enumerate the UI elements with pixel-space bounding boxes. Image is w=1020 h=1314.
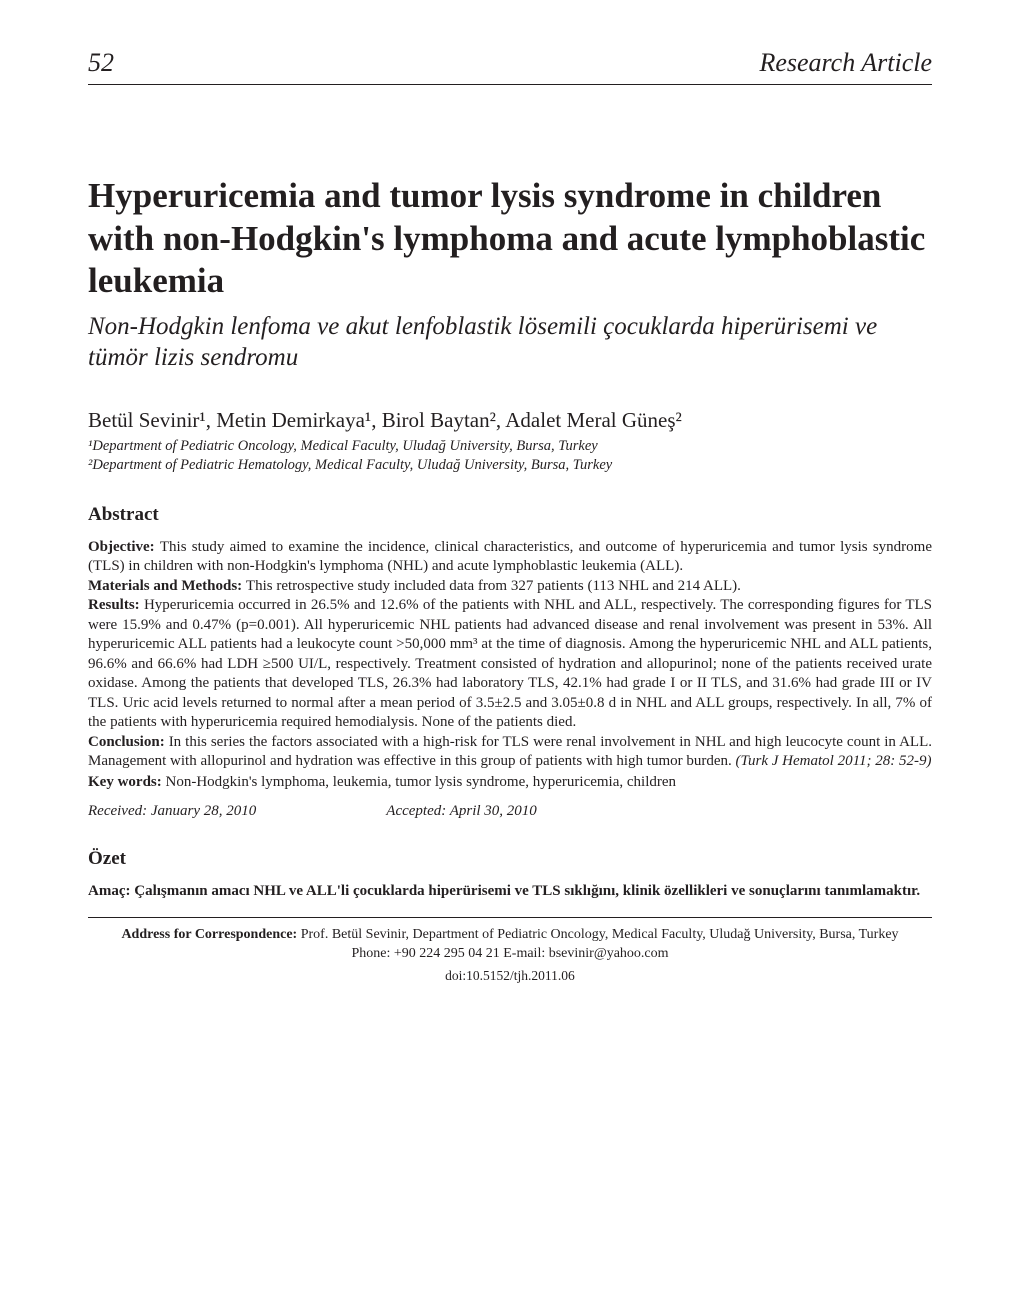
abstract-methods: Materials and Methods: This retrospectiv…	[88, 577, 932, 597]
footer-rule	[88, 917, 932, 918]
received-date: Received: January 28, 2010	[88, 803, 256, 820]
correspondence-text-1: Prof. Betül Sevinir, Department of Pedia…	[301, 927, 899, 942]
page-number: 52	[88, 48, 114, 78]
keywords-label: Key words:	[88, 774, 166, 790]
abstract-methods-label: Materials and Methods:	[88, 578, 246, 594]
abstract-results: Results: Hyperuricemia occurred in 26.5%…	[88, 596, 932, 733]
abstract-conclusion: Conclusion: In this series the factors a…	[88, 733, 932, 772]
ozet-body: Amaç: Çalışmanın amacı NHL ve ALL'li çoc…	[88, 882, 932, 902]
abstract-conclusion-label: Conclusion:	[88, 734, 169, 750]
abstract-objective-text: This study aimed to examine the incidenc…	[88, 539, 932, 575]
keywords-line: Key words: Non-Hodgkin's lymphoma, leuke…	[88, 774, 932, 791]
correspondence-label: Address for Correspondence:	[121, 927, 300, 942]
correspondence-line-2: Phone: +90 224 295 04 21 E-mail: bsevini…	[88, 945, 932, 964]
abstract-objective: Objective: This study aimed to examine t…	[88, 538, 932, 577]
correspondence-block: Address for Correspondence: Prof. Betül …	[88, 926, 932, 964]
article-title: Hyperuricemia and tumor lysis syndrome i…	[88, 175, 932, 303]
affiliation-1: ¹Department of Pediatric Oncology, Medic…	[88, 437, 932, 457]
running-header: 52 Research Article	[88, 48, 932, 85]
abstract-objective-label: Objective:	[88, 539, 160, 555]
paper-page: 52 Research Article Hyperuricemia and tu…	[0, 0, 1020, 1314]
article-subtitle-turkish: Non-Hodgkin lenfoma ve akut lenfoblastik…	[88, 311, 932, 374]
correspondence-line-1: Address for Correspondence: Prof. Betül …	[88, 926, 932, 945]
abstract-results-text: Hyperuricemia occurred in 26.5% and 12.6…	[88, 597, 932, 730]
doi-line: doi:10.5152/tjh.2011.06	[88, 968, 932, 984]
section-label: Research Article	[759, 48, 932, 78]
abstract-results-label: Results:	[88, 597, 144, 613]
abstract-heading: Abstract	[88, 504, 932, 526]
keywords-text: Non-Hodgkin's lymphoma, leukemia, tumor …	[166, 774, 677, 790]
authors-line: Betül Sevinir¹, Metin Demirkaya¹, Birol …	[88, 408, 932, 433]
abstract-citation: (Turk J Hematol 2011; 28: 52-9)	[732, 753, 932, 769]
affiliation-2: ²Department of Pediatric Hematology, Med…	[88, 456, 932, 476]
abstract-methods-text: This retrospective study included data f…	[246, 578, 741, 594]
abstract-body: Objective: This study aimed to examine t…	[88, 538, 932, 772]
accepted-date: Accepted: April 30, 2010	[386, 803, 537, 820]
ozet-heading: Özet	[88, 848, 932, 870]
dates-row: Received: January 28, 2010 Accepted: Apr…	[88, 803, 932, 820]
